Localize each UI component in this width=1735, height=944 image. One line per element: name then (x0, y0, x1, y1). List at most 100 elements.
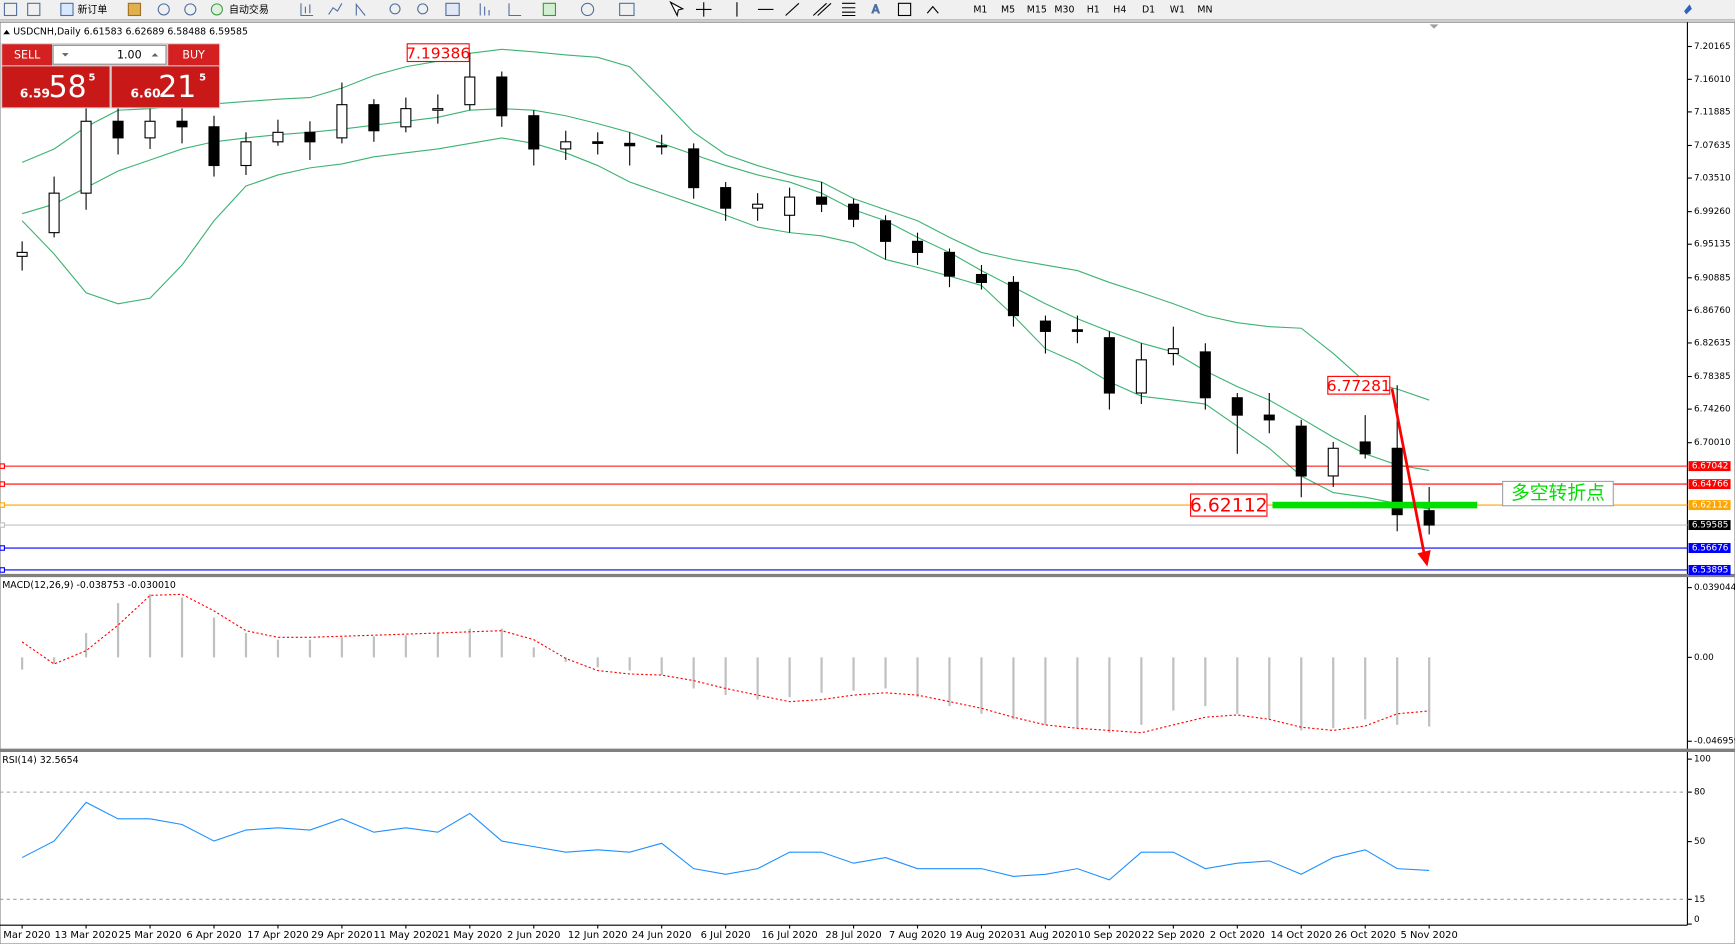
macd-bar (628, 657, 631, 671)
candle-body (176, 120, 188, 128)
timeframe-button[interactable]: M30 (1054, 4, 1074, 15)
timeframe-button[interactable]: M5 (1001, 4, 1015, 15)
buy-button[interactable] (168, 44, 220, 66)
icon-trendline[interactable] (785, 2, 800, 16)
icon[interactable] (619, 2, 635, 17)
macd-bar (1044, 657, 1047, 725)
icon-text[interactable]: A (871, 2, 880, 16)
icon-crosshair[interactable] (695, 2, 712, 17)
timeframe-button[interactable]: MN (1197, 4, 1212, 15)
ask-big[interactable]: 6.60 (131, 87, 161, 101)
icon-arrows[interactable] (926, 5, 939, 14)
toolbar-auto-trading[interactable]: 自动交易 (229, 3, 269, 16)
icon-new-order[interactable] (60, 2, 74, 17)
macd-bar (1204, 657, 1207, 707)
icon-zoom-in[interactable] (389, 3, 401, 15)
icon[interactable] (479, 3, 490, 16)
macd-bar (1332, 657, 1335, 729)
macd-bar (1236, 657, 1239, 714)
timeframe-button[interactable]: M1 (973, 4, 987, 15)
toolbar-new-order[interactable]: 新订单 (77, 3, 107, 16)
icon[interactable] (355, 2, 366, 16)
x-tick-label: 14 Oct 2020 (1271, 930, 1332, 941)
sell-label[interactable]: SELL (14, 48, 41, 61)
icon-auto-trading[interactable] (210, 3, 223, 16)
icon[interactable] (157, 3, 170, 16)
price-label-bg (1688, 461, 1731, 472)
candle-body (1391, 447, 1403, 516)
annotation-box (406, 43, 470, 63)
candle-body (1231, 397, 1243, 416)
icon[interactable] (508, 3, 522, 17)
macd-bar (948, 657, 951, 707)
icon-fibo[interactable] (842, 2, 856, 17)
chart-frame (0, 21, 1735, 944)
ask-pips[interactable]: 21 (158, 70, 196, 105)
price-line-handle (0, 522, 5, 528)
bid-big[interactable]: 6.59 (20, 87, 50, 101)
timeframe-button[interactable]: D1 (1142, 4, 1155, 15)
candle-body (1263, 414, 1275, 421)
bid-box[interactable] (2, 66, 110, 108)
candle-body (975, 273, 988, 283)
icon-label[interactable] (897, 2, 912, 17)
macd-bar (468, 628, 471, 658)
icon[interactable] (27, 2, 41, 17)
ask-box[interactable] (111, 66, 220, 108)
macd-bar (1076, 657, 1079, 729)
candle-body (432, 108, 444, 111)
price-label: 6.64766 (1692, 480, 1729, 490)
toolbar-icons: A (3, 0, 939, 18)
timeframe-button[interactable]: H1 (1087, 4, 1100, 15)
lot-up[interactable] (151, 53, 159, 57)
icon-search[interactable] (1684, 4, 1692, 15)
icon[interactable] (445, 2, 460, 17)
toolbar (0, 0, 1735, 20)
icon[interactable] (127, 2, 142, 17)
y-tick-label: 80 (1694, 788, 1706, 798)
icon[interactable] (184, 3, 197, 16)
macd-bar (404, 635, 407, 658)
x-tick-label: 21 May 2020 (437, 930, 502, 941)
price-label-bg (1688, 479, 1731, 490)
icon-cursor[interactable] (669, 0, 685, 18)
sell-button[interactable] (2, 44, 53, 66)
candle-body (304, 131, 316, 143)
bid-frac[interactable]: 5 (89, 72, 96, 83)
annotation-text: 6.62112 (1190, 496, 1268, 517)
lot-field[interactable] (52, 44, 167, 65)
icon[interactable] (300, 3, 314, 17)
y-tick-label: 6.78385 (1694, 372, 1731, 382)
icon-zoom-out[interactable] (417, 3, 429, 15)
lot-value[interactable]: 1.00 (117, 48, 142, 61)
x-tick-label: 11 May 2020 (373, 930, 438, 941)
chart-shift-marker (1429, 24, 1439, 29)
candle-body (752, 203, 764, 209)
candle-body (1199, 351, 1211, 399)
y-tick-label: 6.74260 (1694, 405, 1731, 415)
ask-frac[interactable]: 5 (199, 72, 206, 83)
lot-down[interactable] (61, 53, 69, 57)
bid-pips[interactable]: 58 (49, 70, 87, 105)
icon[interactable] (542, 2, 557, 17)
macd-bar (244, 633, 248, 658)
candle-body (80, 120, 92, 194)
icon-channel[interactable] (812, 2, 832, 16)
macd-bar (84, 633, 88, 658)
timeframe-button[interactable]: H4 (1113, 4, 1126, 15)
x-tick-label: 19 Aug 2020 (950, 930, 1014, 941)
macd-bar (916, 657, 919, 698)
icon[interactable] (328, 3, 343, 15)
icon[interactable] (580, 2, 595, 17)
candle-body (720, 187, 732, 209)
timeframe-button[interactable]: M15 (1027, 4, 1047, 15)
x-tick-label: 3 Mar 2020 (0, 930, 50, 941)
timeframe-button[interactable]: W1 (1170, 4, 1185, 15)
price-label: 6.53895 (1692, 565, 1729, 575)
y-tick-label: 7.03510 (1694, 174, 1731, 184)
price-label: 6.62112 (1692, 501, 1729, 511)
macd-bar (788, 657, 791, 698)
buy-label[interactable]: BUY (182, 48, 205, 61)
candle-body (592, 141, 604, 144)
icon[interactable] (3, 2, 18, 17)
